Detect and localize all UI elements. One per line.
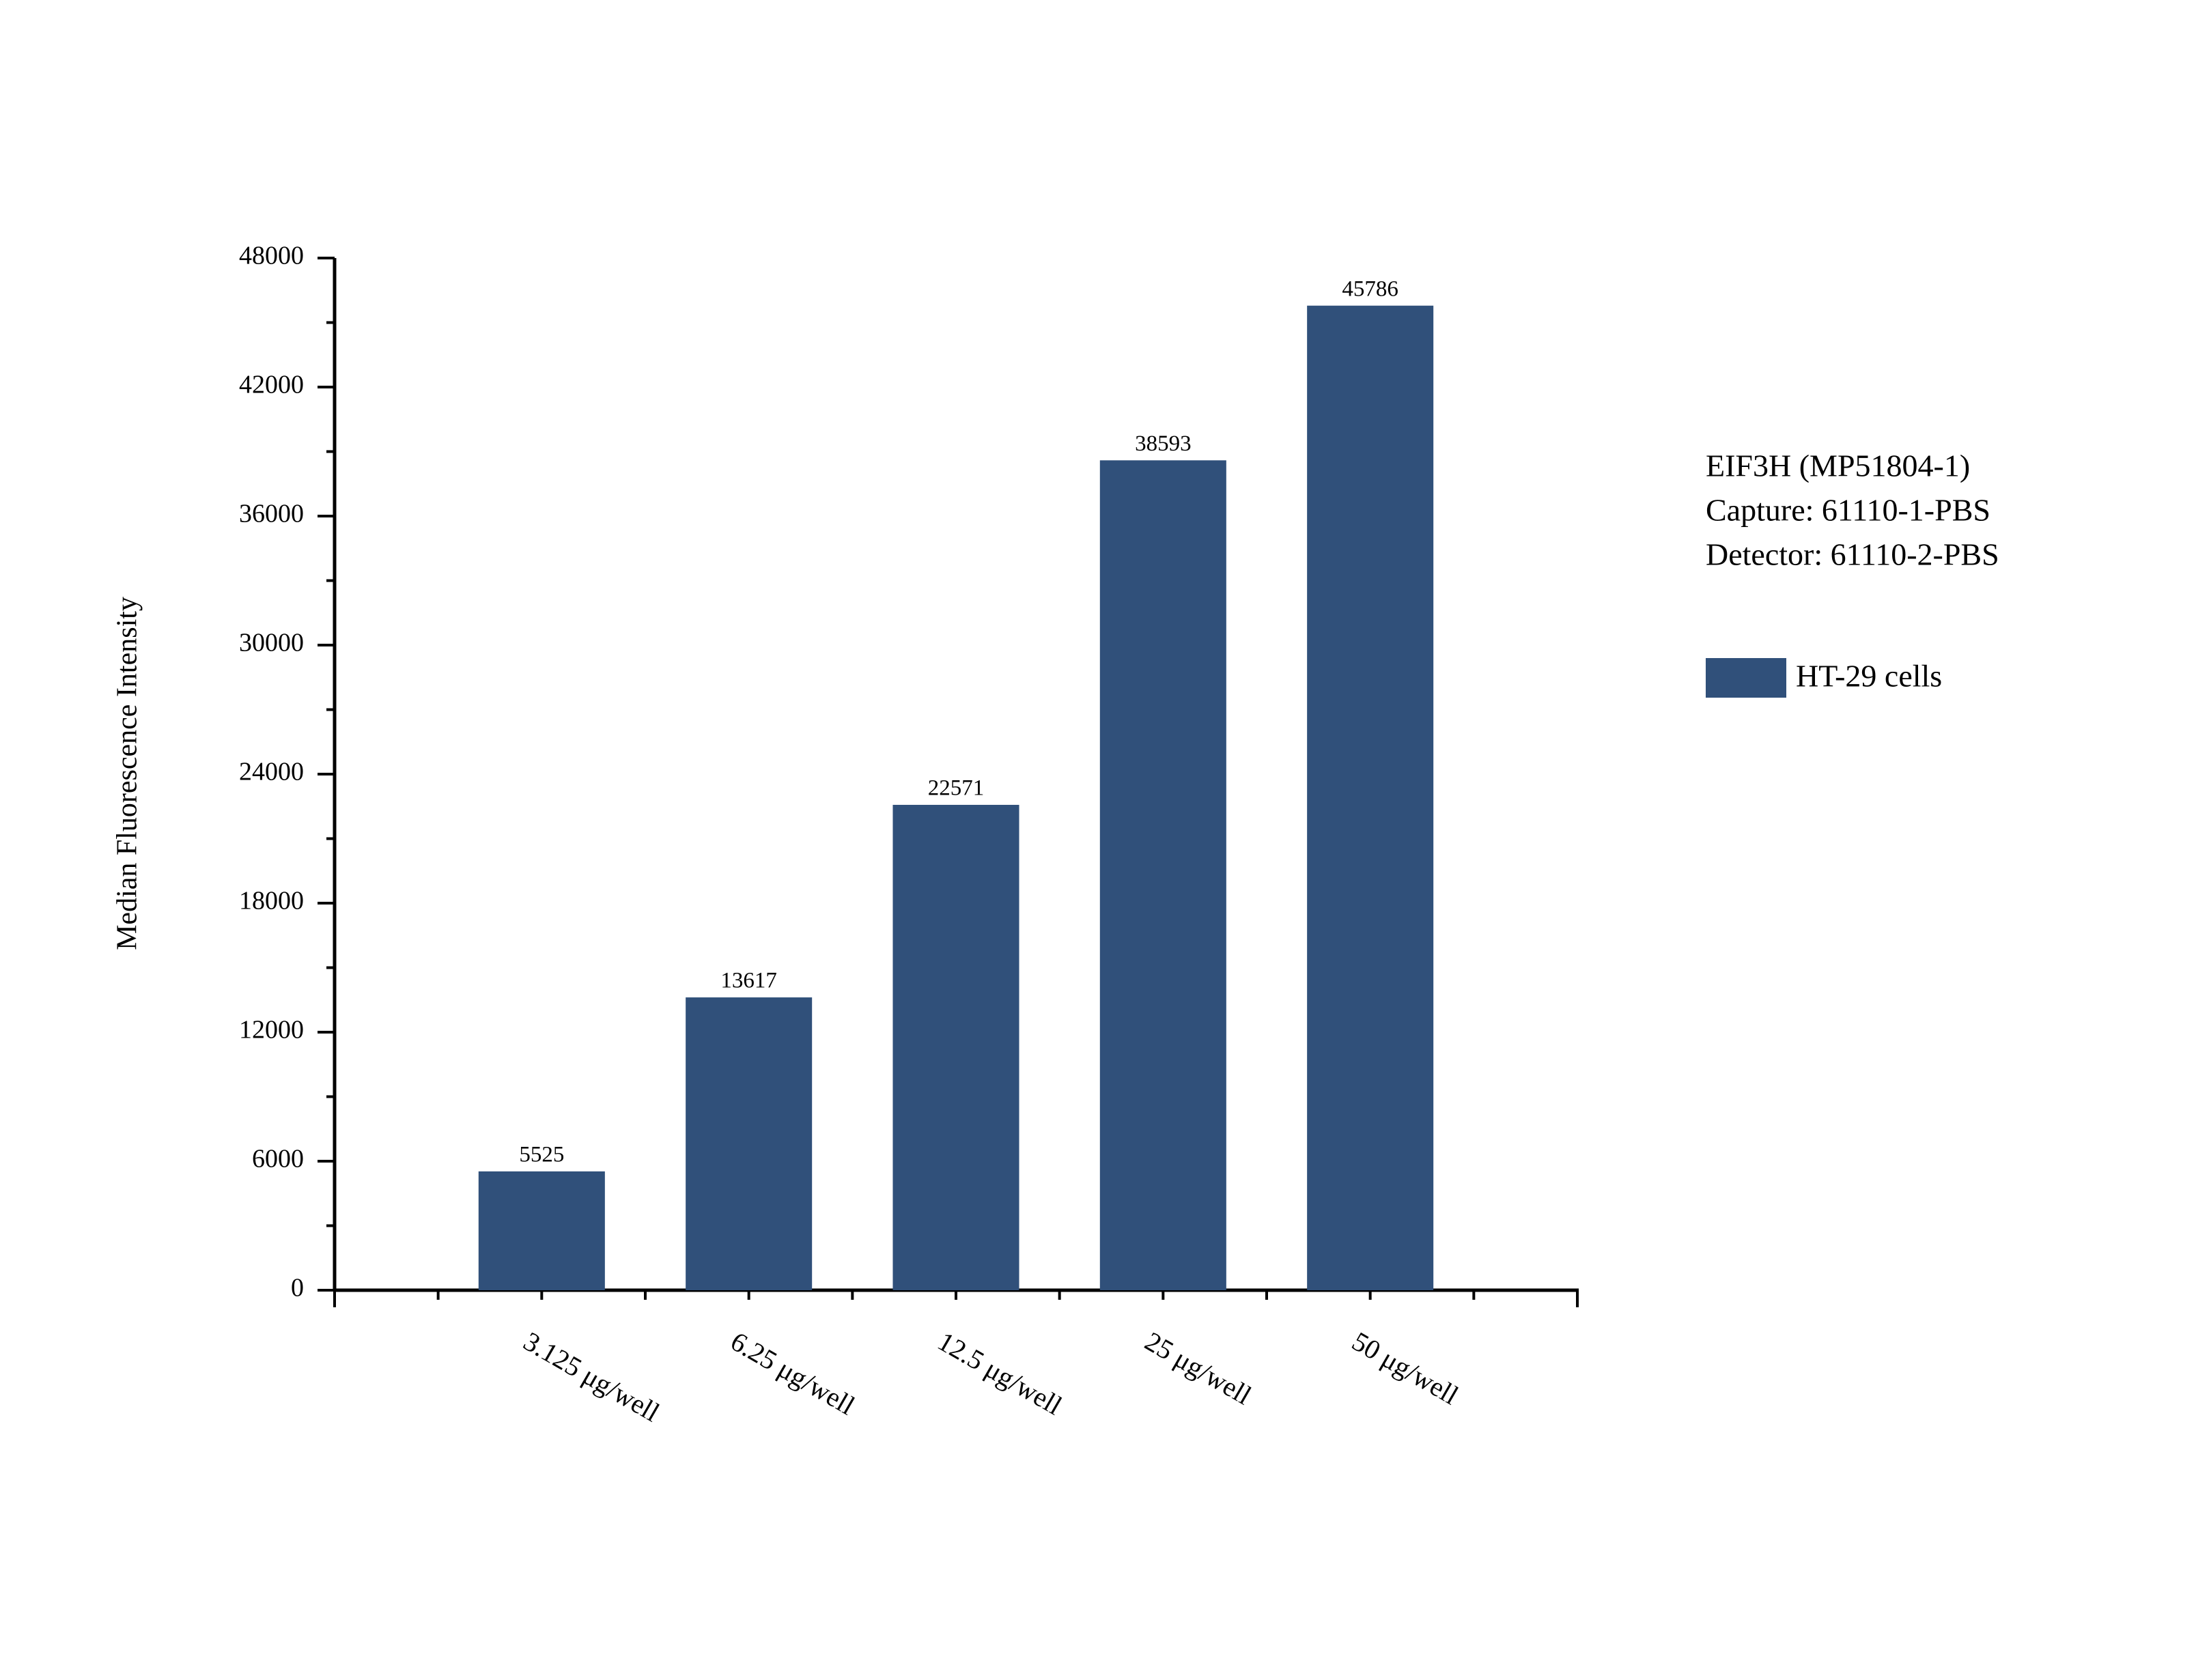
y-tick-label: 18000	[239, 887, 304, 915]
y-tick-label: 24000	[239, 758, 304, 786]
x-tick-label: 50 μg/well	[1347, 1326, 1464, 1411]
data-label: 38593	[1135, 431, 1192, 456]
bar	[686, 997, 813, 1290]
y-tick-label: 6000	[252, 1145, 304, 1173]
y-tick-label: 30000	[239, 629, 304, 657]
y-tick-label: 0	[291, 1274, 304, 1302]
y-tick-label: 42000	[239, 371, 304, 399]
annotation: EIF3H (MP51804-1)	[1706, 449, 1970, 483]
y-axis-title: Median Fluorescence Intensity	[112, 597, 143, 950]
bar	[1099, 460, 1226, 1290]
data-label: 45786	[1342, 276, 1398, 301]
data-label: 5525	[519, 1143, 564, 1167]
annotation: Detector: 61110-2-PBS	[1706, 537, 1999, 572]
legend-swatch	[1706, 658, 1786, 698]
bar	[892, 805, 1019, 1290]
x-tick-label: 12.5 μg/well	[933, 1326, 1067, 1421]
data-label: 22571	[928, 776, 985, 801]
x-tick-label: 25 μg/well	[1140, 1326, 1256, 1411]
bar	[478, 1171, 605, 1290]
y-tick-label: 48000	[239, 242, 304, 270]
legend-label: HT-29 cells	[1796, 659, 1942, 694]
y-tick-label: 12000	[239, 1016, 304, 1044]
annotation: Capture: 61110-1-PBS	[1706, 493, 1990, 528]
x-tick-label: 6.25 μg/well	[726, 1326, 860, 1421]
bar	[1307, 305, 1434, 1291]
data-label: 13617	[720, 969, 777, 993]
x-tick-label: 3.125 μg/well	[518, 1326, 664, 1428]
y-tick-label: 36000	[239, 500, 304, 528]
